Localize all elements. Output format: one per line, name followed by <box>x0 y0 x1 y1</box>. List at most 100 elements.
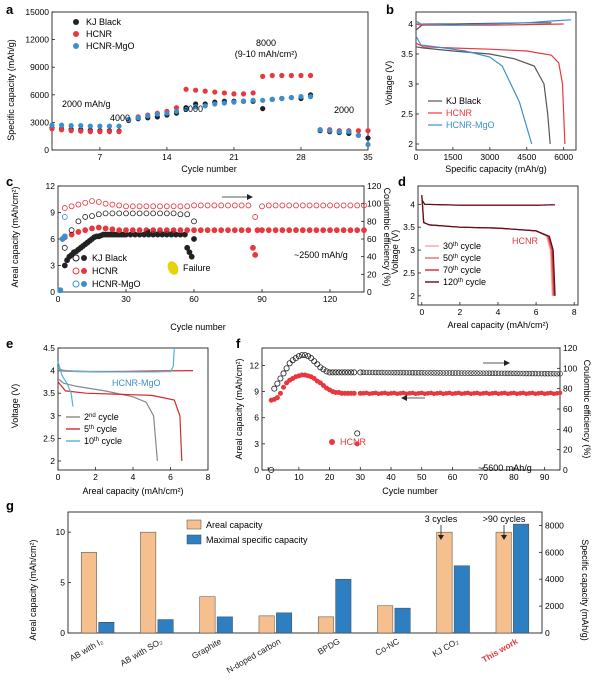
legend-marker-kj-open-c <box>72 254 80 262</box>
point-a-s2 <box>327 128 333 134</box>
point-a-s2 <box>279 95 285 102</box>
y-axis-title-g: Areal capacity (mAh/cm²) <box>28 539 38 640</box>
legend-suffix: cycle <box>96 412 119 422</box>
point-c-s4 <box>340 202 347 209</box>
point-f-ce <box>366 369 373 376</box>
point-c-s3 <box>143 210 150 217</box>
point-f-ce <box>379 369 385 376</box>
point-c-s0 <box>186 249 193 256</box>
point-c-s1 <box>340 227 347 234</box>
point-c-s3 <box>184 211 191 218</box>
category-label-g: N-doped carbon <box>225 636 283 675</box>
y-tick-label-f: 6 <box>254 413 259 423</box>
y2-tick-label-c: 0 <box>367 287 372 297</box>
point-f-ce <box>388 369 394 376</box>
legend-label-d-s3: 120th cycle <box>443 277 486 287</box>
legend-label-hcnr-a: HCNR <box>86 29 112 39</box>
point-f-ce <box>437 370 443 376</box>
legend-marker-hcnr-open-c <box>72 267 80 275</box>
point-c-s4 <box>89 198 95 204</box>
point-a-s1 <box>58 127 65 133</box>
point-c-s1 <box>129 227 136 234</box>
point-f-ce <box>526 370 533 377</box>
panel-label-g: g <box>6 498 14 513</box>
arrow-right-head-c <box>247 194 253 200</box>
point-a-s2 <box>87 123 93 129</box>
y-tick-label-f: 0 <box>254 465 259 475</box>
point-c-s3 <box>170 210 177 217</box>
y-tick-label-d: 3.5 <box>403 222 415 232</box>
point-c-s4 <box>143 203 150 210</box>
point-a-s2 <box>355 132 362 138</box>
x-tick-label-f: 70 <box>478 472 488 482</box>
category-labels-g: AB with I₂ AB with SO₂ Graphite N-doped car… <box>68 636 520 675</box>
legend-b: KJ Black HCNR HCNR-MgO <box>428 96 495 130</box>
x-tick-label-d: 2 <box>458 307 463 317</box>
legend-marker-mgo-filled-c <box>81 281 87 287</box>
legend-a: KJ Black HCNR HCNR-MgO <box>73 17 135 51</box>
point-c-s5 <box>61 214 68 220</box>
discharge-curve-d-s3 <box>421 195 556 296</box>
point-c-s1 <box>313 227 320 234</box>
legend-g: Areal capacity Maximal specific capacity <box>186 519 308 545</box>
point-f-ce <box>326 369 333 376</box>
panel-d: d 0 2 4 6 822.533.54 Areal capacity (mAh/cm²… <box>390 174 579 330</box>
x-tick-label-e: 6 <box>168 472 173 482</box>
point-c-s1 <box>333 227 340 234</box>
tick-group-a: 7 14 21 28 35 0 3000 6000 9000 12000 15000 <box>25 7 373 162</box>
curves-e <box>57 347 194 462</box>
point-c-s4 <box>286 202 293 209</box>
point-f-ce <box>277 375 284 382</box>
point-c-s3 <box>82 214 89 220</box>
x-tick-label-c: 0 <box>56 294 61 304</box>
y-tick-label-e: 3 <box>50 411 55 421</box>
point-f-ce <box>557 370 563 377</box>
x-tick-label-d: 6 <box>534 307 539 317</box>
y2-tick-label-f: 100 <box>563 363 577 373</box>
point-a-s2 <box>202 103 208 109</box>
y-tick-label-f: 9 <box>254 387 259 397</box>
point-c-s4 <box>225 202 231 209</box>
y-tick-label-e: 2.5 <box>43 433 55 443</box>
point-f-ce <box>338 369 345 376</box>
legend-num: 2 <box>84 412 89 422</box>
x-tick-label-e: 8 <box>206 472 211 482</box>
point-f-ce <box>271 385 278 392</box>
point-a-s1 <box>68 128 74 134</box>
plot-frame-f <box>261 347 561 471</box>
point-a-s2 <box>49 122 55 128</box>
bar-specific-g <box>98 621 115 634</box>
legend-label-hcnr-b: HCNR <box>446 108 472 118</box>
point-f-ce <box>341 369 348 376</box>
legend-label-kj-b: KJ Black <box>446 96 482 106</box>
point-f-ce <box>532 370 539 377</box>
y-tick-label-b: 3.5 <box>401 49 413 59</box>
point-f-ce <box>335 369 342 376</box>
point-f-ce <box>508 370 514 377</box>
legend-sup: th <box>94 437 99 443</box>
legend-marker-kj-a <box>73 19 79 25</box>
point-f-ce <box>551 370 557 377</box>
plot-frame-g <box>67 511 543 634</box>
point-c-s1 <box>95 224 102 231</box>
point-a-s2 <box>288 94 294 101</box>
legend-suffix: cycle <box>94 424 117 434</box>
legend-num: 70 <box>443 265 453 275</box>
point-f-ce <box>280 370 287 377</box>
x-axis-title-c: Cycle number <box>170 322 226 332</box>
bar-areal-g <box>199 596 216 634</box>
discharge-curve-b-s1 <box>415 42 566 145</box>
point-c-s1 <box>163 227 170 234</box>
bar-areal-g <box>140 531 157 634</box>
point-c-s4 <box>231 202 238 209</box>
point-f-ce <box>311 358 318 365</box>
point-f-ce <box>345 369 352 376</box>
point-c-s1 <box>123 227 129 234</box>
points-a <box>49 72 371 148</box>
point-f-ce <box>465 370 471 376</box>
x-tick-label-f: 0 <box>266 472 271 482</box>
point-a-s2 <box>250 97 256 103</box>
legend-marker-hcnr-filled-c <box>81 268 87 274</box>
